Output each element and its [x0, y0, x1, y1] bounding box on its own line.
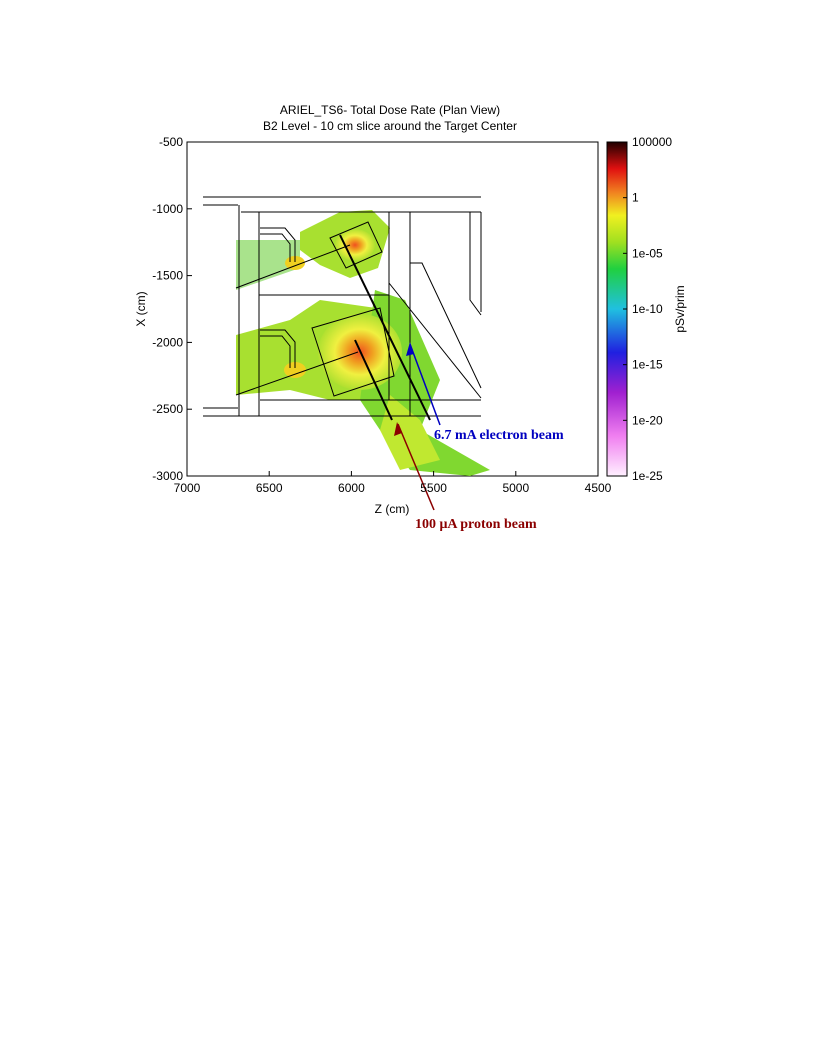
colorbar-tick-label: 1e-15 [632, 358, 663, 372]
colorbar-tick-label: 1e-05 [632, 246, 663, 260]
x-tick-label: 4500 [585, 481, 612, 495]
colorbar-label: pSv/prim [673, 285, 687, 332]
colorbar-tick-label: 1e-10 [632, 302, 663, 316]
annotation: 100 μA proton beam [415, 517, 537, 532]
x-tick-label: 6500 [256, 481, 283, 495]
y-tick-label: -2500 [152, 402, 183, 416]
chart-title: ARIEL_TS6- Total Dose Rate (Plan View) [280, 103, 500, 117]
y-axis-label: X (cm) [134, 291, 148, 326]
y-tick-label: -3000 [152, 469, 183, 483]
colorbar-tick-label: 1e-25 [632, 469, 663, 483]
chart-subtitle: B2 Level - 10 cm slice around the Target… [263, 119, 517, 133]
x-axis-label: Z (cm) [375, 502, 410, 516]
y-tick-label: -1000 [152, 202, 183, 216]
annotation: 6.7 mA electron beam [434, 428, 564, 443]
y-tick-label: -1500 [152, 269, 183, 283]
dose-map [236, 210, 490, 476]
y-tick-label: -500 [159, 135, 183, 149]
annotation-arrows [394, 342, 441, 511]
y-tick-label: -2000 [152, 335, 183, 349]
x-tick-label: 7000 [174, 481, 201, 495]
x-tick-label: 5500 [420, 481, 447, 495]
colorbar-tick-label: 100000 [632, 135, 672, 149]
x-tick-label: 5000 [502, 481, 529, 495]
facility-geometry [203, 196, 482, 421]
x-tick-label: 6000 [338, 481, 365, 495]
colorbar-tick-label: 1 [632, 191, 639, 205]
colorbar-tick-label: 1e-20 [632, 413, 663, 427]
